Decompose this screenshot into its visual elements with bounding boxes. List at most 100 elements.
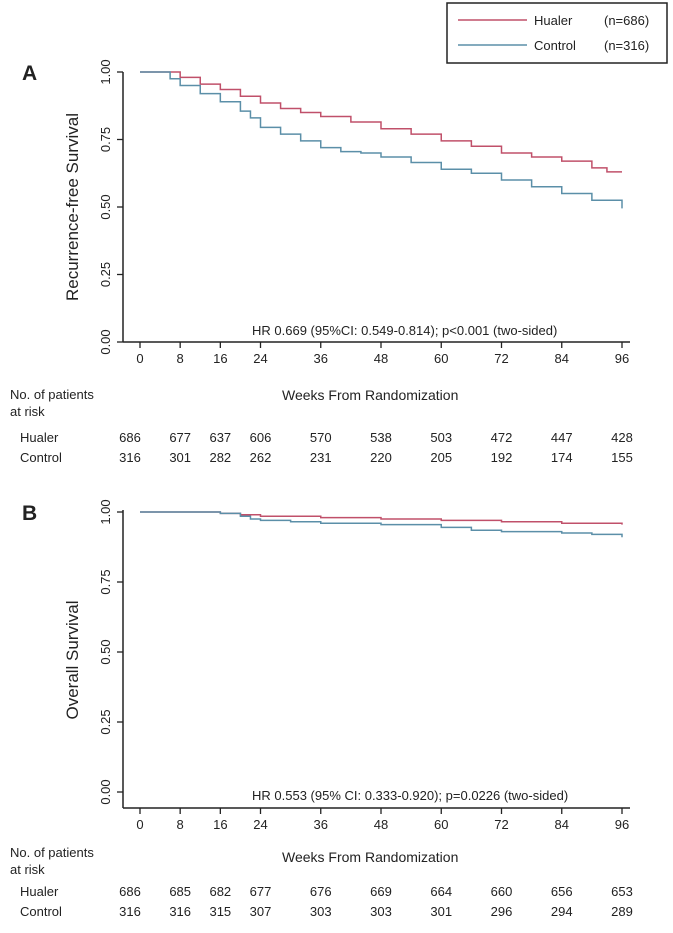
y-ticks-a: 0.00 0.25 0.50 0.75 1.00 <box>98 59 123 355</box>
risk-value-hualer: 685 <box>169 884 191 899</box>
y-tick-label: 0.50 <box>98 639 113 664</box>
risk-value-control: 294 <box>551 904 573 919</box>
x-tick-label: 24 <box>253 817 267 832</box>
y-tick-label: 0.00 <box>98 779 113 804</box>
x-tick-label: 48 <box>374 817 388 832</box>
risk-value-control: 220 <box>370 450 392 465</box>
y-tick-label: 0.25 <box>98 262 113 287</box>
risk-value-hualer: 538 <box>370 430 392 445</box>
x-tick-label: 0 <box>136 817 143 832</box>
y-tick-label: 0.25 <box>98 709 113 734</box>
risk-row-label-a-hualer: Hualer <box>20 430 59 445</box>
risk-value-hualer: 637 <box>209 430 231 445</box>
curves-b <box>140 511 623 538</box>
x-tick-label: 60 <box>434 817 448 832</box>
risk-value-control: 316 <box>169 904 191 919</box>
legend-label-control: Control <box>534 38 576 53</box>
risk-value-hualer: 664 <box>430 884 452 899</box>
risk-value-control: 192 <box>491 450 513 465</box>
risk-value-control: 282 <box>209 450 231 465</box>
risk-value-control: 301 <box>430 904 452 919</box>
x-tick-label: 96 <box>615 817 629 832</box>
y-axis-label-a: Recurrence-free Survival <box>63 113 82 301</box>
risk-title-b-line1: No. of patients <box>10 845 94 860</box>
x-tick-label: 36 <box>314 351 328 366</box>
y-tick-label: 0.75 <box>98 569 113 594</box>
risk-value-hualer: 606 <box>250 430 272 445</box>
risk-value-control: 315 <box>209 904 231 919</box>
risk-title-a-line1: No. of patients <box>10 387 94 402</box>
risk-value-hualer: 682 <box>209 884 231 899</box>
legend-box <box>446 2 668 64</box>
x-ticks-b: 0 8 16 24 36 48 60 72 84 96 <box>136 808 629 832</box>
panel-label-b: B <box>22 502 37 525</box>
legend-label-hualer: Hualer <box>534 13 573 28</box>
risk-value-hualer: 653 <box>611 884 633 899</box>
x-axis-label-b: Weeks From Randomization <box>282 849 458 865</box>
x-axis-label-a: Weeks From Randomization <box>282 387 458 403</box>
risk-table-b: 686 685 682 677 676 669 664 660 656 653 316 316 315 3… <box>119 884 633 919</box>
risk-value-control: 205 <box>430 450 452 465</box>
risk-value-control: 303 <box>370 904 392 919</box>
risk-value-hualer: 660 <box>491 884 513 899</box>
x-tick-label: 16 <box>213 351 227 366</box>
risk-value-control: 231 <box>310 450 332 465</box>
panel-a: A 0.00 0.25 0.50 0.75 1.00 0 8 16 24 36 48 60 72 84 9… <box>10 59 633 465</box>
risk-title-b-line2: at risk <box>10 862 45 877</box>
risk-value-control: 303 <box>310 904 332 919</box>
x-tick-label: 72 <box>494 817 508 832</box>
x-tick-label: 8 <box>177 817 184 832</box>
annotation-a: HR 0.669 (95%CI: 0.549-0.814); p<0.001 (… <box>252 323 557 338</box>
risk-value-hualer: 428 <box>611 430 633 445</box>
x-tick-label: 84 <box>555 351 569 366</box>
x-tick-label: 16 <box>213 817 227 832</box>
legend-n-hualer: (n=686) <box>604 13 649 28</box>
risk-row-label-b-hualer: Hualer <box>20 884 59 899</box>
risk-value-hualer: 472 <box>491 430 513 445</box>
risk-value-control: 296 <box>491 904 513 919</box>
risk-value-hualer: 669 <box>370 884 392 899</box>
survival-curve-control <box>140 511 623 538</box>
legend-n-control: (n=316) <box>604 38 649 53</box>
risk-row-label-a-control: Control <box>20 450 62 465</box>
x-tick-label: 36 <box>314 817 328 832</box>
x-tick-label: 60 <box>434 351 448 366</box>
survival-curve-hualer <box>140 71 622 173</box>
y-tick-label: 0.50 <box>98 194 113 219</box>
y-tick-label: 1.00 <box>98 499 113 524</box>
x-tick-label: 72 <box>494 351 508 366</box>
risk-value-control: 316 <box>119 904 141 919</box>
risk-value-control: 316 <box>119 450 141 465</box>
legend: Hualer (n=686) Control (n=316) <box>446 2 668 64</box>
risk-value-hualer: 686 <box>119 884 141 899</box>
risk-value-hualer: 677 <box>169 430 191 445</box>
risk-value-hualer: 503 <box>430 430 452 445</box>
survival-curve-control <box>140 71 623 209</box>
risk-value-control: 262 <box>250 450 272 465</box>
curves-a <box>140 71 623 209</box>
risk-value-hualer: 686 <box>119 430 141 445</box>
risk-value-hualer: 447 <box>551 430 573 445</box>
x-tick-label: 48 <box>374 351 388 366</box>
x-tick-label: 24 <box>253 351 267 366</box>
risk-value-control: 307 <box>250 904 272 919</box>
panel-b: B 0.00 0.25 0.50 0.75 1.00 0 8 16 24 36 48 60 72 84 9… <box>10 499 633 919</box>
panel-label-a: A <box>22 62 37 85</box>
risk-value-control: 174 <box>551 450 573 465</box>
y-ticks-b: 0.00 0.25 0.50 0.75 1.00 <box>98 499 123 805</box>
x-tick-label: 84 <box>555 817 569 832</box>
risk-value-hualer: 656 <box>551 884 573 899</box>
risk-value-hualer: 677 <box>250 884 272 899</box>
risk-table-a: 686 677 637 606 570 538 503 472 447 428 316 301 282 2… <box>119 430 633 465</box>
x-tick-label: 96 <box>615 351 629 366</box>
y-axis-label-b: Overall Survival <box>63 600 82 719</box>
risk-value-control: 289 <box>611 904 633 919</box>
risk-value-control: 301 <box>169 450 191 465</box>
x-tick-label: 0 <box>136 351 143 366</box>
y-tick-label: 0.75 <box>98 127 113 152</box>
y-tick-label: 0.00 <box>98 329 113 354</box>
annotation-b: HR 0.553 (95% CI: 0.333-0.920); p=0.0226… <box>252 788 568 803</box>
x-tick-label: 8 <box>177 351 184 366</box>
risk-value-hualer: 570 <box>310 430 332 445</box>
